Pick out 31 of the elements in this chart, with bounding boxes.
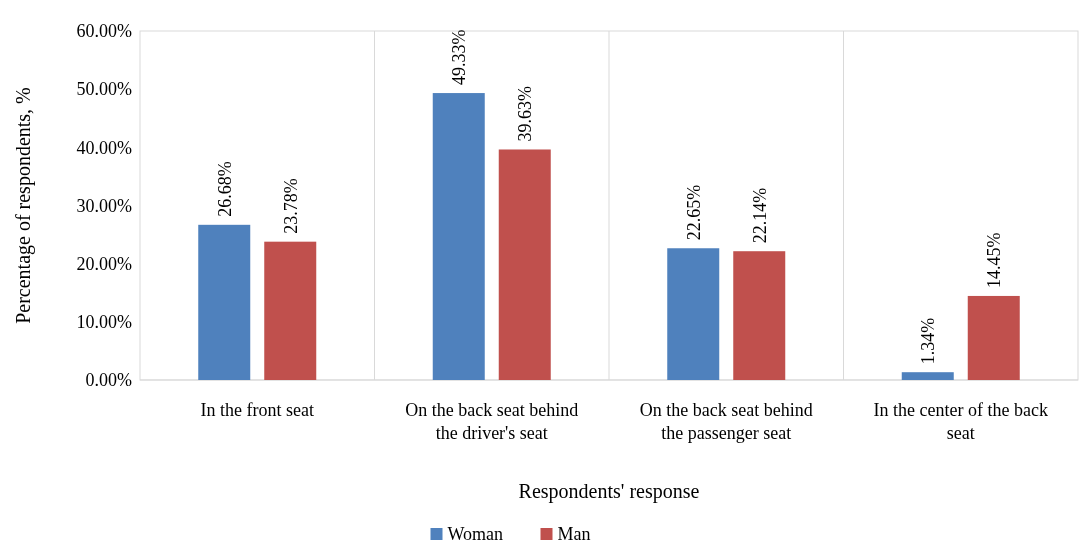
data-label: 22.14% — [749, 187, 770, 244]
legend-label: Man — [557, 524, 591, 544]
data-label: 14.45% — [984, 232, 1005, 288]
data-label: 49.33% — [449, 29, 470, 86]
y-tick-label: 50.00% — [76, 79, 132, 100]
bar — [264, 241, 317, 380]
y-tick-label: 30.00% — [76, 195, 132, 216]
bar — [967, 295, 1020, 380]
x-tick-label: In the center of the back seat — [873, 400, 1048, 443]
x-tick-label: On the back seat behind the driver's seat — [405, 400, 579, 443]
data-label: 26.68% — [214, 161, 235, 217]
bar — [733, 251, 786, 380]
data-label: 1.34% — [918, 317, 939, 365]
data-label: 22.65% — [683, 184, 704, 241]
x-tick-label: On the back seat behind the passenger seat — [639, 400, 813, 443]
y-tick-label: 40.00% — [76, 137, 132, 158]
data-label: 39.63% — [515, 85, 536, 142]
bar — [498, 149, 551, 380]
y-axis-title: Percentage of respondents, % — [12, 87, 35, 324]
y-tick-label: 10.00% — [76, 312, 132, 333]
y-tick-label: 0.00% — [85, 370, 132, 391]
bar — [198, 224, 251, 380]
bar — [901, 372, 954, 380]
y-tick-label: 60.00% — [76, 21, 132, 42]
bar — [667, 248, 720, 380]
y-tick-label: 20.00% — [76, 253, 132, 274]
legend-label: Woman — [447, 524, 504, 544]
bar — [432, 93, 485, 380]
x-axis-title: Respondents' response — [518, 480, 700, 503]
x-tick-label: In the front seat — [200, 400, 314, 420]
data-label: 23.78% — [280, 178, 301, 234]
